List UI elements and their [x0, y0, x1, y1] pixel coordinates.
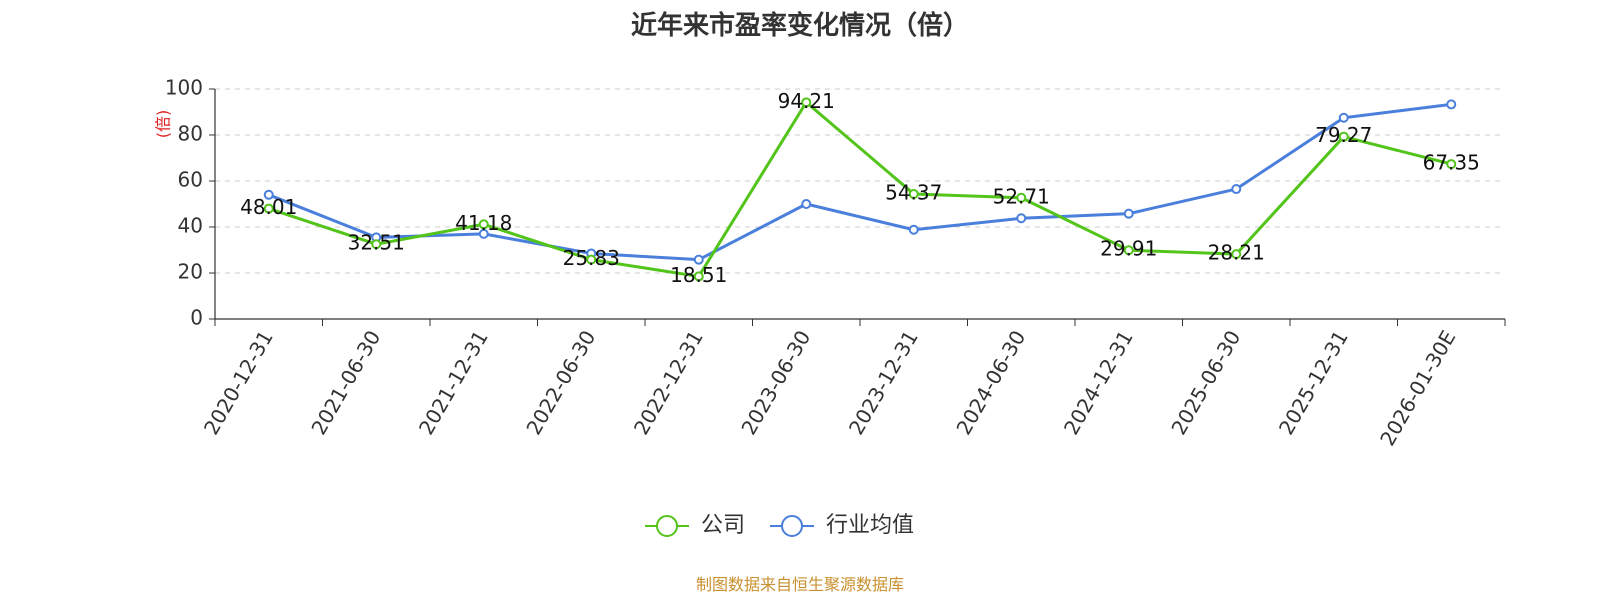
x-tick-label: 2021-12-31	[414, 326, 493, 439]
data-point[interactable]	[693, 254, 704, 265]
x-tick-label: 2023-06-30	[736, 326, 815, 439]
x-tick-label: 2022-06-30	[521, 326, 600, 439]
data-point[interactable]	[1016, 192, 1027, 203]
data-point[interactable]	[371, 239, 382, 250]
data-labels: 48.01 32.51 41.18 25.83 18.51 94.21 54.37 52.71…	[240, 89, 1480, 287]
data-label: 41.18	[455, 211, 512, 235]
data-point[interactable]	[693, 271, 704, 282]
y-tick-label: 60	[178, 168, 203, 192]
x-tick-label: 2024-06-30	[951, 326, 1030, 439]
data-label: 29.91	[1100, 237, 1157, 261]
data-point[interactable]	[1123, 208, 1134, 219]
data-label: 32.51	[348, 231, 405, 255]
legend-item-0[interactable]: 公司	[645, 513, 745, 538]
legend[interactable]: 公司 行业均值	[645, 513, 914, 538]
x-tick-label: 2022-12-31	[629, 326, 708, 439]
data-point[interactable]	[1446, 99, 1457, 110]
data-point[interactable]	[1338, 112, 1349, 123]
y-tick-label: 20	[178, 260, 203, 284]
x-tick-label: 2020-12-31	[199, 326, 278, 439]
x-tick-label: 2023-12-31	[844, 326, 923, 439]
series-line	[268, 102, 1452, 262]
data-point[interactable]	[908, 188, 919, 199]
x-tick-label: 2021-06-30	[306, 326, 385, 439]
data-point[interactable]	[478, 219, 489, 230]
data-point[interactable]	[263, 203, 274, 214]
x-tick-label: 2025-06-30	[1166, 326, 1245, 439]
y-tick-label: 80	[178, 122, 203, 146]
legend-item-1[interactable]: 行业均值	[770, 513, 914, 538]
legend-label: 行业均值	[826, 513, 914, 538]
x-tick-label: 2024-12-31	[1059, 326, 1138, 439]
data-label: 25.83	[563, 246, 620, 270]
chart-title: 近年来市盈率变化情况（倍）	[631, 10, 969, 41]
data-point[interactable]	[263, 189, 274, 200]
y-axis-label: (倍)	[154, 110, 173, 139]
data-label: 79.27	[1315, 123, 1372, 147]
series-line	[268, 100, 1452, 278]
data-label: 18.51	[670, 263, 727, 287]
data-point[interactable]	[1231, 249, 1242, 260]
data-point[interactable]	[1016, 213, 1027, 224]
data-point[interactable]	[801, 199, 812, 209]
data-point[interactable]	[1123, 245, 1134, 256]
data-label: 48.01	[240, 195, 297, 219]
source-note: 制图数据来自恒生聚源数据库	[696, 575, 904, 594]
y-tick-label: 100	[165, 76, 203, 100]
data-label: 54.37	[885, 180, 942, 204]
data-point[interactable]	[1338, 131, 1349, 142]
x-tick-label: 2026-01-30E	[1375, 326, 1460, 450]
data-point[interactable]	[586, 254, 597, 265]
y-tick-label: 0	[190, 306, 203, 330]
axes: 0 20 40 60 80 100 2020-12-31 2021-06-30 2021-12-…	[165, 76, 1506, 450]
legend-marker	[656, 515, 678, 537]
data-point[interactable]	[908, 224, 919, 235]
data-label: 52.71	[993, 184, 1050, 208]
series-0	[263, 97, 1457, 282]
data-point[interactable]	[1231, 184, 1242, 195]
legend-marker	[781, 515, 803, 537]
series-layer: 48.01 32.51 41.18 25.83 18.51 94.21 54.37 52.71…	[240, 89, 1480, 287]
data-label: 28.21	[1208, 241, 1265, 265]
x-tick-label: 2025-12-31	[1274, 326, 1353, 439]
grid-lines	[215, 88, 1505, 274]
data-point[interactable]	[1446, 159, 1457, 170]
y-tick-label: 40	[178, 214, 203, 238]
legend-label: 公司	[701, 513, 745, 538]
data-point[interactable]	[801, 97, 812, 108]
series-1	[263, 99, 1457, 265]
data-label: 94.21	[778, 89, 835, 113]
data-label: 67.35	[1423, 151, 1480, 175]
data-point[interactable]	[478, 228, 489, 239]
